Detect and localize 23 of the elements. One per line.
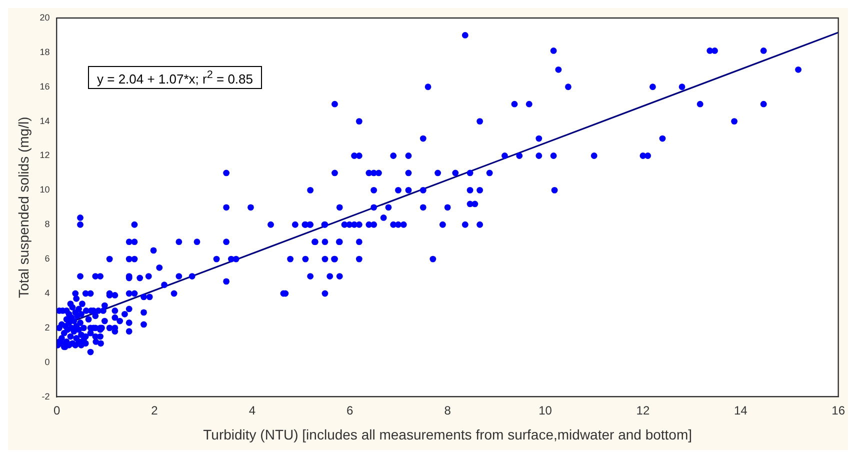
y-tick-label: 10 <box>40 184 50 195</box>
y-tick-label: 8 <box>44 219 50 230</box>
x-tick-label: 10 <box>538 403 552 418</box>
x-tick-label: 12 <box>636 403 650 418</box>
x-tick-label: 6 <box>346 403 354 418</box>
y-axis-title: Total suspended solids (mg/l) <box>15 116 32 298</box>
y-tick-label: 14 <box>40 116 50 126</box>
y-tick-label: 0 <box>44 356 50 367</box>
x-tick-label: 2 <box>151 403 158 418</box>
x-axis-title: Turbidity (NTU) [includes all measurements from surface,midwater and bottom] <box>203 426 692 442</box>
y-tick-label: 18 <box>40 46 50 57</box>
y-tick-label: 12 <box>40 150 50 160</box>
y-tick-label: 20 <box>40 12 50 22</box>
y-tick-label: -2 <box>42 391 50 402</box>
x-tick-label: 4 <box>248 403 256 418</box>
x-tick-label: 16 <box>832 403 846 418</box>
y-tick-label: 6 <box>44 254 50 264</box>
y-tick-label: 4 <box>44 288 50 298</box>
y-tick-label: 16 <box>40 81 50 92</box>
x-tick-label: 14 <box>734 403 748 418</box>
y-tick-label: 2 <box>44 322 50 332</box>
annotation: y = 2.04 + 1.07*x; r$^{2}$ = 0.85 <box>88 66 262 90</box>
x-tick-label: 8 <box>444 403 452 418</box>
